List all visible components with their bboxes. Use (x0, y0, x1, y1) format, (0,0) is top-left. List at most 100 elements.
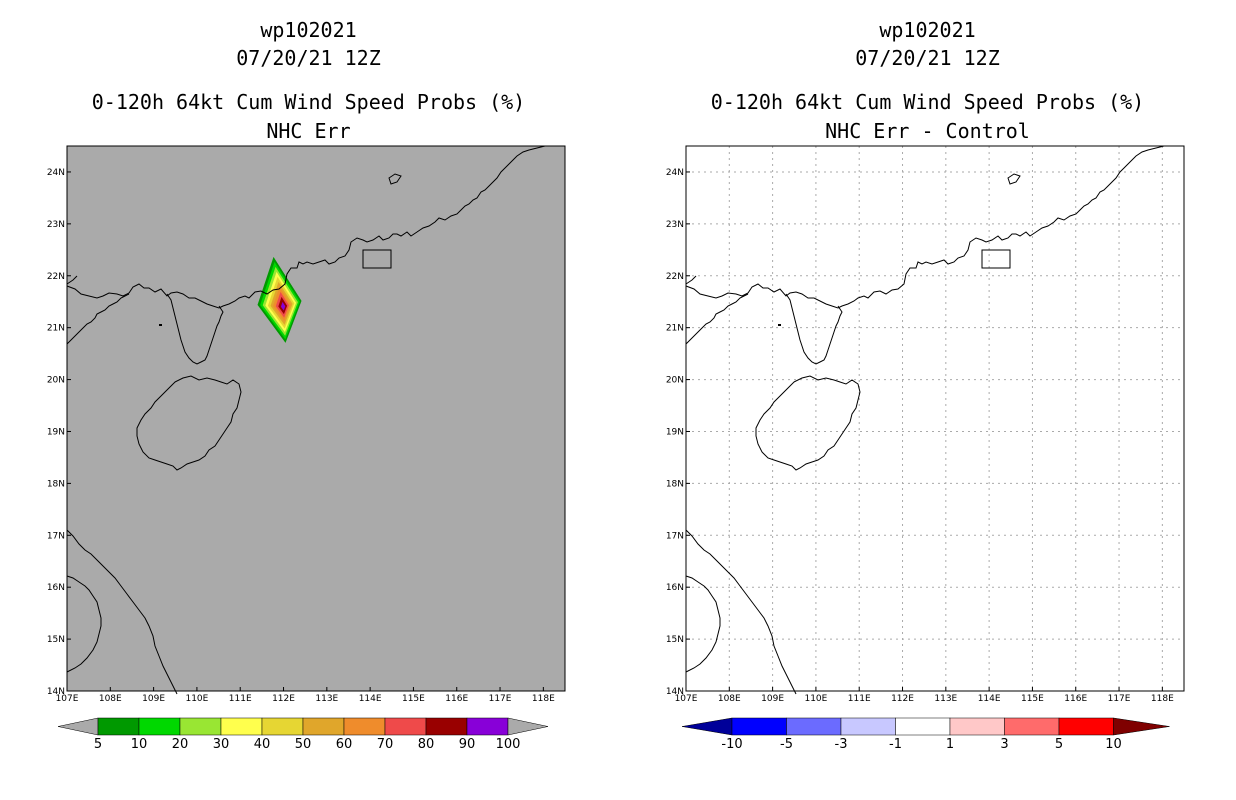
colorbar-swatch (138, 717, 181, 736)
colorbar-label: 1 (946, 737, 954, 752)
lon-tick-label: 118E (1151, 694, 1174, 704)
colorbar-label: 100 (496, 737, 521, 752)
left-map-background (67, 146, 565, 691)
colorbar-label: 60 (336, 737, 353, 752)
colorbar-swatch (220, 717, 263, 736)
right-title-storm: wp102021 (879, 18, 976, 42)
lon-tick-label: 109E (761, 694, 784, 704)
colorbar-swatch (1004, 717, 1060, 736)
lon-tick-label: 109E (142, 694, 165, 704)
colorbar-label: -3 (835, 737, 848, 752)
colorbar-swatch (261, 717, 304, 736)
lon-tick-label: 113E (315, 694, 338, 704)
colorbar-swatch (97, 717, 140, 736)
lat-tick-label: 20N (47, 376, 65, 386)
colorbar-tip-low (681, 717, 733, 736)
left-title-product: 0-120h 64kt Cum Wind Speed Probs (%) (91, 90, 526, 114)
lat-tick-label: 14N (666, 687, 684, 697)
lon-tick-label: 107E (675, 694, 698, 704)
colorbar-swatch (731, 717, 787, 736)
colorbar-label: 5 (94, 737, 102, 752)
colorbar-swatch (384, 717, 427, 736)
lon-tick-label: 110E (185, 694, 208, 704)
lon-tick-label: 108E (99, 694, 122, 704)
lat-tick-label: 17N (47, 531, 65, 541)
lon-tick-label: 117E (489, 694, 512, 704)
lat-tick-label: 14N (47, 687, 65, 697)
colorbar-label: -1 (889, 737, 902, 752)
colorbar-label: 80 (418, 737, 435, 752)
colorbar-tip-high (507, 717, 549, 736)
right-map-frame (685, 145, 1185, 692)
lon-tick-label: 114E (359, 694, 382, 704)
lon-tick-label: 108E (718, 694, 741, 704)
lat-tick-label: 21N (666, 324, 684, 334)
colorbar-tip-high (1113, 717, 1170, 736)
left-title-subtitle: NHC Err (266, 119, 351, 143)
lon-tick-label: 107E (56, 694, 79, 704)
lon-tick-label: 111E (229, 694, 252, 704)
colorbar-swatch (949, 717, 1005, 736)
lat-tick-label: 23N (47, 220, 65, 230)
right-title-product: 0-120h 64kt Cum Wind Speed Probs (%) (710, 90, 1145, 114)
colorbar-swatch (343, 717, 386, 736)
lon-tick-label: 110E (804, 694, 827, 704)
lat-tick-label: 22N (666, 272, 684, 282)
colorbar-label: 10 (131, 737, 148, 752)
probability-swath (257, 256, 302, 343)
lat-tick-label: 18N (47, 479, 65, 489)
lon-tick-label: 112E (272, 694, 295, 704)
lat-tick-label: 18N (666, 479, 684, 489)
colorbar-label: 30 (213, 737, 230, 752)
colorbar-swatch (425, 717, 468, 736)
colorbar-label: 10 (1105, 737, 1122, 752)
lon-tick-label: 116E (445, 694, 468, 704)
colorbar-swatch (1058, 717, 1114, 736)
right-colorbar: -10 -5 -3 -1 1 3 5 10 (681, 717, 1170, 752)
left-map-frame (66, 145, 566, 692)
colorbar-swatch (895, 717, 951, 736)
colorbar-label: -10 (721, 737, 742, 752)
lat-tick-label: 20N (666, 376, 684, 386)
lon-tick-label: 118E (532, 694, 555, 704)
colorbar-swatch (840, 717, 896, 736)
left-title-storm: wp102021 (260, 18, 357, 42)
right-title-subtitle: NHC Err - Control (825, 119, 1030, 143)
colorbar-label: 20 (172, 737, 189, 752)
lat-tick-label: 15N (666, 635, 684, 645)
lon-tick-label: 116E (1064, 694, 1087, 704)
colorbar-swatch (302, 717, 345, 736)
lat-tick-label: 16N (47, 583, 65, 593)
colorbar-label: 3 (1000, 737, 1008, 752)
lat-tick-label: 19N (666, 427, 684, 437)
lon-tick-label: 115E (402, 694, 425, 704)
colorbar-label: 40 (254, 737, 271, 752)
lat-tick-label: 17N (666, 531, 684, 541)
colorbar-swatch (786, 717, 842, 736)
colorbar-label: 90 (459, 737, 476, 752)
right-title-date: 07/20/21 12Z (855, 46, 1000, 70)
colorbar-swatch (179, 717, 222, 736)
colorbar-swatch (466, 717, 509, 736)
left-colorbar: 5 10 20 30 40 50 60 70 80 90 100 (57, 717, 549, 752)
right-gridlines (686, 146, 1184, 691)
swath-level-90 (280, 301, 286, 311)
lat-tick-label: 16N (666, 583, 684, 593)
colorbar-label: -5 (780, 737, 793, 752)
colorbar-label: 5 (1055, 737, 1063, 752)
lon-tick-label: 112E (891, 694, 914, 704)
lat-tick-label: 15N (47, 635, 65, 645)
right-map-background (686, 146, 1184, 691)
lat-tick-label: 23N (666, 220, 684, 230)
lon-tick-label: 115E (1021, 694, 1044, 704)
colorbar-tip-low (57, 717, 99, 736)
lat-tick-label: 19N (47, 427, 65, 437)
lat-tick-label: 22N (47, 272, 65, 282)
lon-tick-label: 114E (978, 694, 1001, 704)
lon-tick-label: 117E (1108, 694, 1131, 704)
lon-tick-label: 113E (934, 694, 957, 704)
lat-tick-label: 21N (47, 324, 65, 334)
lon-tick-label: 111E (848, 694, 871, 704)
